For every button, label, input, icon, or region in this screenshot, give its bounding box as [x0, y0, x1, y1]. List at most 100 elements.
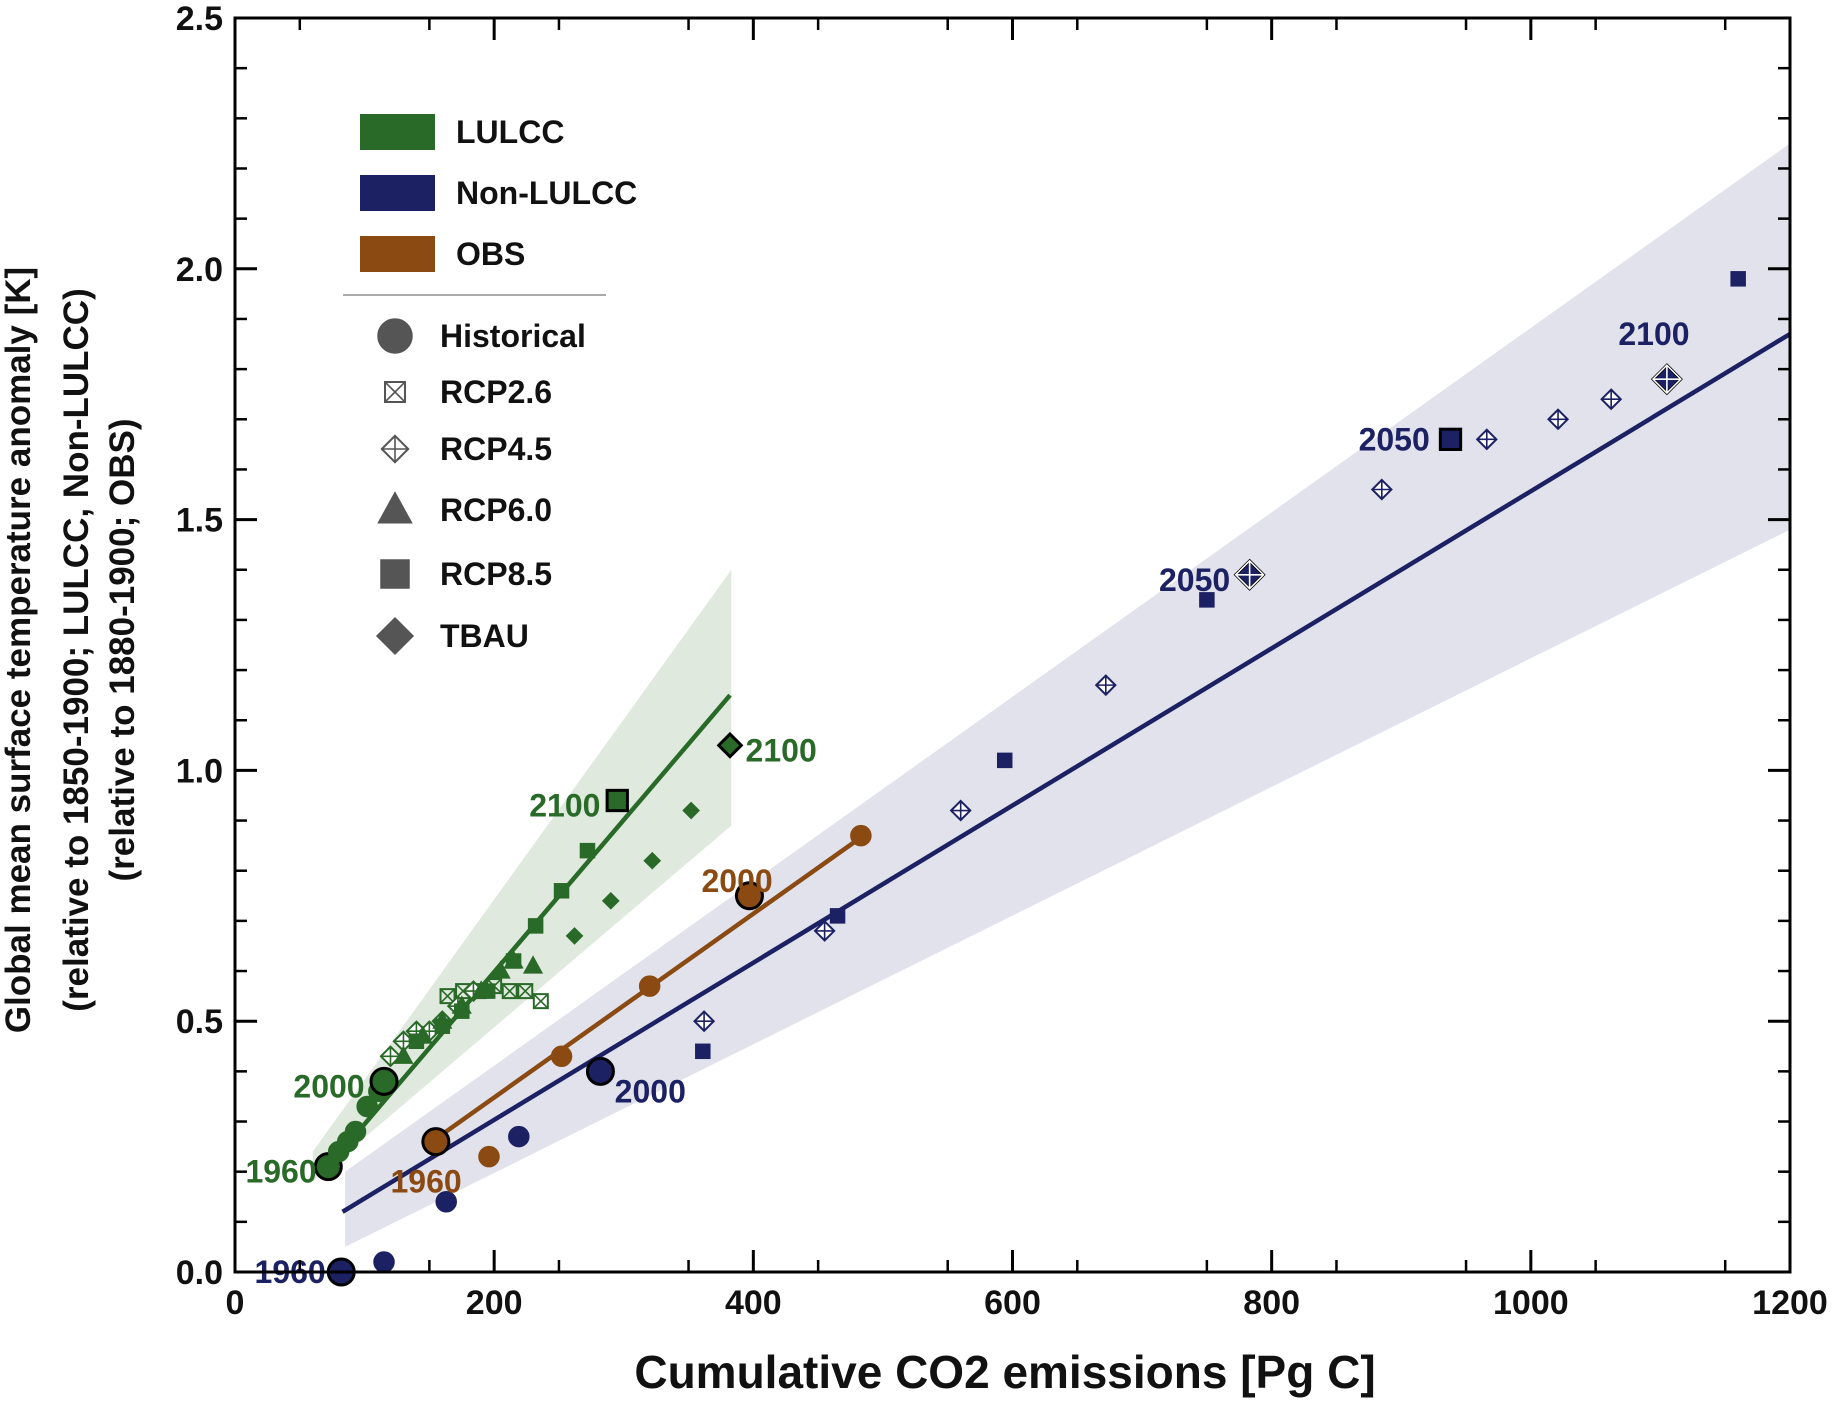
y-tick-label: 0.5: [176, 1003, 223, 1041]
legend-label: RCP8.5: [440, 556, 552, 592]
annotation-label: 1960: [245, 1154, 316, 1190]
data-point: [1600, 388, 1623, 411]
data-point: [434, 1018, 451, 1034]
data-point: [601, 891, 620, 910]
y-tick-label: 1.5: [176, 502, 223, 540]
data-point: [1475, 428, 1498, 451]
annotation-label: 2050: [1359, 421, 1430, 457]
legend-label: RCP6.0: [440, 492, 552, 528]
annotation-label: 2100: [746, 732, 817, 768]
axis-ticks: 0 200 400 600 800 1000 1200 0.0 0.5 1.0 1.5 2.0 2.5: [176, 0, 1828, 1322]
data-point: [490, 960, 511, 979]
legend-item-obs: OBS: [360, 236, 525, 272]
y-tick-label: 2.5: [176, 0, 223, 38]
diamond-cross-icon: [380, 434, 410, 464]
data-point: [734, 881, 764, 911]
annotation-label: 2000: [293, 1068, 364, 1104]
x-tick-label: 400: [725, 1284, 782, 1322]
legend-label: Historical: [440, 318, 586, 354]
data-point: [1547, 408, 1570, 431]
data-point: [1370, 478, 1393, 501]
series-lulcc-rcp8-5: [408, 788, 629, 1050]
y-axis-title-line-1: Global mean surface temperature anomaly …: [0, 267, 38, 1033]
x-tick-label: 600: [984, 1284, 1041, 1322]
data-point: [344, 1120, 367, 1143]
series-non-lulcc-rcp4-5: [693, 363, 1683, 1033]
annotation-label: 2000: [615, 1073, 686, 1109]
legend-item-rcp6-0: RCP6.0: [377, 491, 552, 528]
legend: LULCC Non-LULCC OBS Historical RCP2.6 RCP4.5 R…: [343, 114, 637, 656]
data-point: [949, 799, 972, 822]
data-point: [421, 1127, 451, 1157]
data-point: [517, 983, 534, 1000]
data-point: [695, 1043, 711, 1060]
x-tick-label: 200: [466, 1284, 523, 1322]
data-points: [313, 271, 1746, 1287]
circle-icon: [377, 318, 413, 354]
legend-swatch: [360, 175, 435, 211]
uncertainty-bands: [312, 143, 1790, 1247]
data-point: [813, 919, 836, 942]
x-tick-label: 800: [1243, 1284, 1300, 1322]
data-point: [693, 1010, 716, 1033]
legend-item-rcp4-5: RCP4.5: [380, 431, 552, 467]
boxed-x-icon: [384, 381, 406, 403]
legend-item-historical: Historical: [377, 318, 586, 354]
legend-label: RCP2.6: [440, 374, 552, 410]
legend-swatch: [360, 114, 435, 150]
triangle-icon: [377, 491, 413, 524]
annotation-label: 2050: [1159, 562, 1230, 598]
data-point: [605, 788, 629, 813]
data-point: [501, 983, 518, 1000]
series-lulcc-historical: [313, 1066, 399, 1182]
legend-item-rcp8-5: RCP8.5: [380, 556, 552, 592]
data-point: [716, 731, 744, 759]
data-point: [829, 908, 846, 924]
x-axis-title: Cumulative CO2 emissions [Pg C]: [634, 1346, 1375, 1398]
annotation-label: 2100: [1618, 316, 1689, 352]
series-obs: [421, 824, 872, 1168]
series-non-lulcc-rcp8-5: [695, 271, 1746, 1060]
x-tick-label: 1200: [1752, 1284, 1828, 1322]
data-point: [478, 1145, 500, 1168]
data-point: [356, 1095, 378, 1118]
data-point: [505, 953, 522, 969]
data-point: [565, 927, 584, 945]
data-point: [1650, 363, 1683, 396]
y-axis-title: Global mean surface temperature anomaly …: [0, 267, 142, 1033]
x-tick-label: 0: [226, 1284, 245, 1322]
data-point: [408, 1033, 425, 1050]
data-point: [553, 883, 570, 899]
annotation-label: 1960: [391, 1164, 462, 1200]
annotation-label: 2100: [529, 788, 600, 824]
legend-label: OBS: [456, 236, 525, 272]
legend-label: LULCC: [456, 114, 564, 150]
data-point: [1233, 558, 1266, 591]
y-axis-title-line-2: (relative to 1850-1900; LULCC, Non-LULCC…: [57, 288, 96, 1011]
y-tick-label: 1.0: [176, 752, 223, 790]
x-tick-label: 1000: [1493, 1284, 1569, 1322]
y-tick-label: 2.0: [176, 251, 223, 289]
legend-item-tbau: TBAU: [375, 616, 529, 656]
square-icon: [380, 559, 410, 589]
data-point: [1438, 427, 1463, 451]
data-point: [638, 975, 661, 997]
data-point: [643, 851, 662, 870]
data-point: [522, 955, 544, 974]
data-point: [585, 1056, 615, 1086]
data-point: [1730, 271, 1746, 287]
data-point: [435, 1191, 457, 1213]
data-point: [996, 752, 1013, 769]
fit-line-non-lulcc: [341, 332, 1792, 1214]
band-non-lulcc: [345, 143, 1790, 1247]
data-point: [479, 983, 496, 999]
data-point: [527, 918, 544, 934]
data-point: [373, 1251, 395, 1273]
series-lulcc-tbau: [565, 731, 744, 945]
y-axis-title-line-3: (relative to 1880-1900; OBS): [103, 419, 142, 882]
data-point: [682, 801, 700, 820]
data-point: [393, 1045, 414, 1064]
data-point: [508, 1125, 530, 1148]
y-tick-label: 0.0: [176, 1254, 223, 1292]
